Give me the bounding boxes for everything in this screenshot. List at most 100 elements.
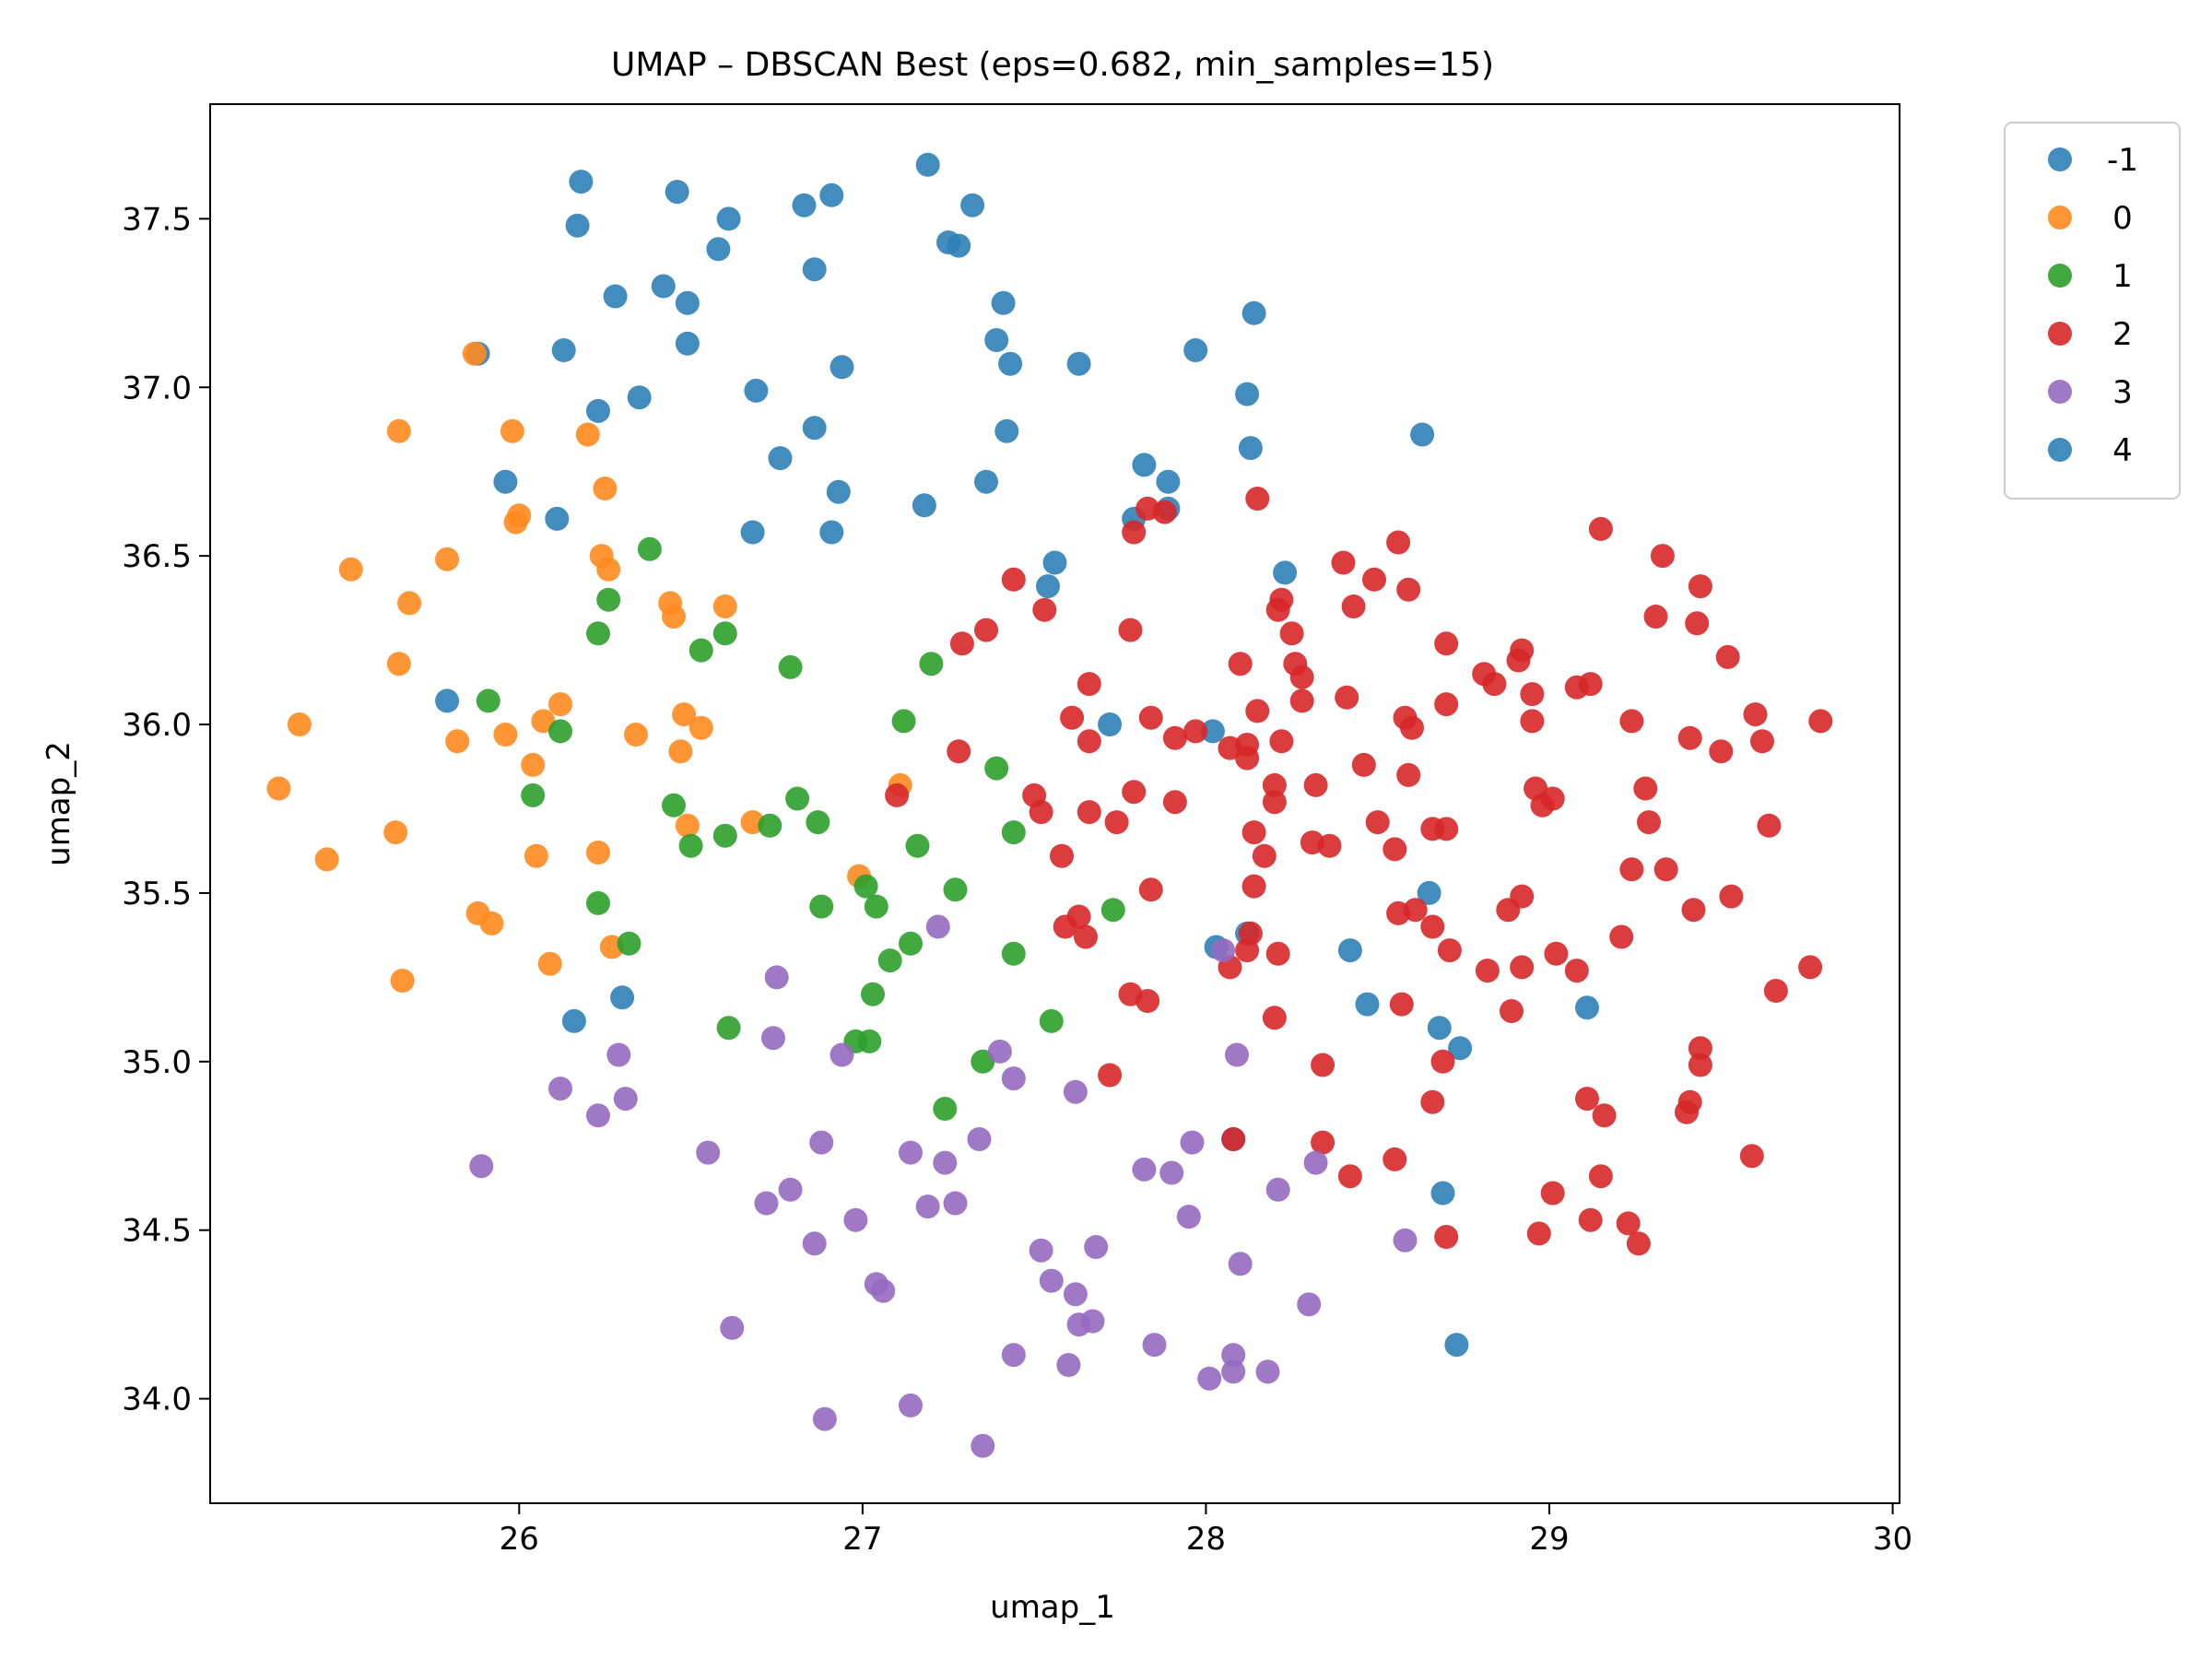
data-point bbox=[1633, 776, 1658, 801]
data-point bbox=[1311, 1130, 1335, 1155]
data-point bbox=[1273, 560, 1298, 585]
data-point bbox=[1066, 351, 1091, 376]
data-point bbox=[778, 654, 803, 679]
data-point bbox=[1084, 1235, 1109, 1259]
data-point bbox=[603, 284, 628, 309]
data-point bbox=[1653, 857, 1678, 882]
data-point bbox=[1162, 725, 1187, 750]
data-point bbox=[712, 823, 737, 848]
data-point bbox=[651, 274, 676, 299]
data-point bbox=[1757, 813, 1782, 838]
data-point bbox=[1575, 995, 1599, 1020]
data-point bbox=[792, 193, 817, 218]
data-point bbox=[802, 1231, 827, 1256]
data-point bbox=[967, 1127, 992, 1151]
data-point bbox=[1063, 1079, 1088, 1104]
data-point bbox=[586, 890, 610, 915]
data-point bbox=[1709, 739, 1734, 764]
data-point bbox=[1255, 1359, 1280, 1384]
data-point bbox=[1142, 1333, 1167, 1358]
data-point bbox=[712, 621, 737, 646]
data-point bbox=[1080, 1309, 1105, 1334]
data-point bbox=[1077, 729, 1101, 754]
data-point bbox=[672, 702, 697, 727]
data-point bbox=[1575, 1087, 1599, 1112]
data-point bbox=[1245, 487, 1270, 511]
data-point bbox=[1162, 790, 1187, 815]
data-point bbox=[627, 385, 652, 410]
data-point bbox=[1156, 469, 1181, 494]
data-point bbox=[287, 712, 312, 736]
data-point bbox=[819, 520, 844, 545]
data-point bbox=[1389, 992, 1414, 1017]
data-point bbox=[1619, 709, 1644, 734]
legend-frame bbox=[2004, 122, 2181, 500]
y-tick-label: 37.0 bbox=[122, 370, 192, 406]
data-point bbox=[1300, 830, 1324, 855]
data-point bbox=[1544, 941, 1569, 966]
data-point bbox=[1211, 938, 1236, 963]
legend-marker bbox=[2048, 380, 2072, 404]
data-point bbox=[386, 652, 411, 677]
data-point bbox=[569, 170, 594, 194]
data-point bbox=[696, 1140, 721, 1165]
x-tick-label: 26 bbox=[500, 1521, 539, 1558]
data-point bbox=[1001, 567, 1026, 592]
data-point bbox=[933, 1150, 958, 1175]
y-tick-label: 36.5 bbox=[122, 538, 192, 575]
data-point bbox=[1228, 1252, 1253, 1277]
data-point bbox=[1448, 1036, 1473, 1061]
data-point bbox=[947, 233, 971, 258]
data-point bbox=[606, 1042, 631, 1067]
data-point bbox=[548, 1077, 572, 1101]
legend-label: 0 bbox=[2112, 200, 2133, 237]
data-point bbox=[1183, 719, 1208, 744]
data-point bbox=[688, 638, 713, 663]
data-point bbox=[1279, 621, 1304, 646]
data-point bbox=[1393, 1228, 1418, 1253]
data-point bbox=[1036, 574, 1060, 599]
data-point bbox=[1396, 577, 1421, 602]
data-point bbox=[1592, 1103, 1617, 1128]
data-point bbox=[1238, 436, 1263, 461]
data-point bbox=[1719, 884, 1744, 909]
data-point bbox=[1337, 938, 1362, 963]
data-point bbox=[521, 782, 546, 807]
data-point bbox=[1609, 924, 1634, 949]
data-point bbox=[1063, 1282, 1088, 1307]
legend-marker bbox=[2048, 322, 2072, 346]
data-point bbox=[1715, 644, 1740, 669]
data-point bbox=[1750, 729, 1774, 754]
data-point bbox=[338, 557, 363, 582]
data-point bbox=[971, 1433, 995, 1458]
data-point bbox=[266, 776, 291, 801]
data-point bbox=[994, 418, 1019, 443]
data-point bbox=[586, 1103, 610, 1128]
data-point bbox=[586, 398, 610, 423]
data-point bbox=[493, 723, 518, 747]
data-point bbox=[1420, 1089, 1445, 1114]
legend-label: 2 bbox=[2112, 316, 2133, 353]
data-point bbox=[843, 1207, 868, 1232]
data-point bbox=[1626, 1231, 1651, 1256]
legend-label: 4 bbox=[2112, 432, 2133, 469]
data-point bbox=[1235, 746, 1260, 771]
data-point bbox=[1132, 1157, 1157, 1182]
data-point bbox=[1420, 914, 1445, 939]
data-point bbox=[899, 1393, 923, 1418]
data-point bbox=[949, 631, 974, 656]
data-point bbox=[1427, 1016, 1452, 1041]
x-tick-label: 30 bbox=[1873, 1521, 1912, 1558]
data-point bbox=[1434, 817, 1459, 841]
data-point bbox=[1001, 1066, 1026, 1091]
data-point bbox=[864, 894, 888, 919]
data-point bbox=[1122, 520, 1147, 545]
data-point bbox=[435, 547, 460, 571]
data-point bbox=[397, 591, 422, 616]
data-point bbox=[1265, 597, 1290, 622]
data-point bbox=[764, 965, 789, 990]
legend-marker bbox=[2048, 206, 2072, 229]
data-point bbox=[586, 841, 610, 865]
data-point bbox=[1100, 898, 1125, 923]
